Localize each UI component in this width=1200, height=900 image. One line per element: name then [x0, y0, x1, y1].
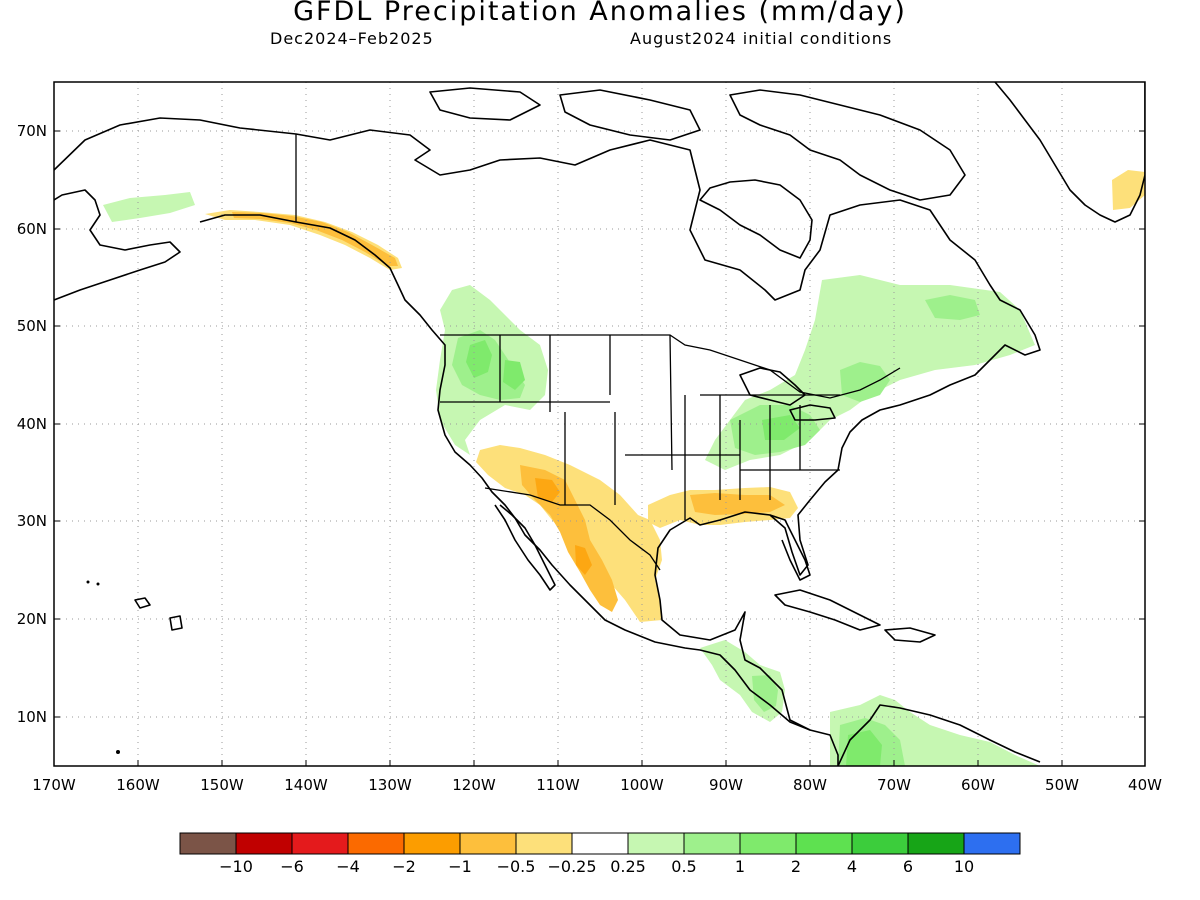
lon-label: 60W: [961, 776, 995, 794]
colorbar-label: −10: [219, 857, 253, 876]
longitude-labels: 170W 160W 150W 140W 130W 120W 110W 100W …: [32, 776, 1162, 794]
dry-anomalies-strong: [535, 478, 592, 575]
lon-label: 70W: [877, 776, 911, 794]
political-borders: [295, 134, 901, 571]
lat-label: 40N: [17, 415, 47, 433]
lon-label: 80W: [793, 776, 827, 794]
colorbar-swatch: [907, 832, 965, 855]
latitude-labels: 70N 60N 50N 40N 30N 20N 10N: [17, 122, 47, 726]
colorbar-label: −0.5: [497, 857, 536, 876]
lon-label: 170W: [32, 776, 76, 794]
colorbar: [179, 832, 1021, 855]
colorbar-swatch: [795, 832, 853, 855]
lon-label: 100W: [620, 776, 664, 794]
colorbar-label: 0.25: [610, 857, 646, 876]
initial-conditions: August2024 initial conditions: [630, 29, 893, 48]
colorbar-swatch: [403, 832, 461, 855]
map-title: GFDL Precipitation Anomalies (mm/day): [293, 0, 907, 27]
lat-label: 50N: [17, 317, 47, 335]
colorbar-swatch: [347, 832, 405, 855]
colorbar-swatch: [739, 832, 797, 855]
colorbar-label: −6: [280, 857, 304, 876]
colorbar-swatch: [235, 832, 293, 855]
wet-anomalies-strong: [466, 340, 882, 766]
forecast-period: Dec2024–Feb2025: [270, 29, 434, 48]
colorbar-swatch: [291, 832, 349, 855]
lon-label: 110W: [536, 776, 580, 794]
lon-label: 150W: [200, 776, 244, 794]
colorbar-swatch: [683, 832, 741, 855]
coastlines: [54, 82, 1145, 766]
map-area: [54, 82, 1145, 766]
lat-label: 30N: [17, 512, 47, 530]
colorbar-label: 0.5: [671, 857, 696, 876]
latitude-axis: [54, 130, 1145, 718]
colorbar-label: −0.25: [547, 857, 596, 876]
colorbar-swatch: [571, 832, 629, 855]
lon-label: 120W: [452, 776, 496, 794]
colorbar-label: 4: [847, 857, 857, 876]
colorbar-label: −1: [448, 857, 472, 876]
lat-lon-grid: [54, 82, 1145, 766]
colorbar-swatch: [459, 832, 517, 855]
colorbar-label: 1: [735, 857, 745, 876]
lon-label: 140W: [284, 776, 328, 794]
lat-label: 20N: [17, 610, 47, 628]
pacific-islands: [86, 580, 120, 754]
lon-label: 90W: [709, 776, 743, 794]
lat-label: 60N: [17, 220, 47, 238]
colorbar-swatch: [963, 832, 1021, 855]
colorbar-label: 10: [954, 857, 974, 876]
lon-label: 160W: [116, 776, 160, 794]
colorbar-swatch: [851, 832, 909, 855]
lat-label: 70N: [17, 122, 47, 140]
colorbar-swatch: [179, 832, 237, 855]
colorbar-label: −2: [392, 857, 416, 876]
colorbar-swatch: [627, 832, 685, 855]
lon-label: 50W: [1045, 776, 1079, 794]
colorbar-swatch: [515, 832, 573, 855]
lat-label: 10N: [17, 708, 47, 726]
colorbar-label: 2: [791, 857, 801, 876]
lon-label: 40W: [1128, 776, 1162, 794]
lon-label: 130W: [368, 776, 412, 794]
colorbar-labels: −10 −6 −4 −2 −1 −0.5 −0.25 0.25 0.5 1 2 4 6 10: [219, 857, 974, 876]
colorbar-label: 6: [903, 857, 913, 876]
colorbar-label: −4: [336, 857, 360, 876]
longitude-axis: [137, 760, 1063, 766]
